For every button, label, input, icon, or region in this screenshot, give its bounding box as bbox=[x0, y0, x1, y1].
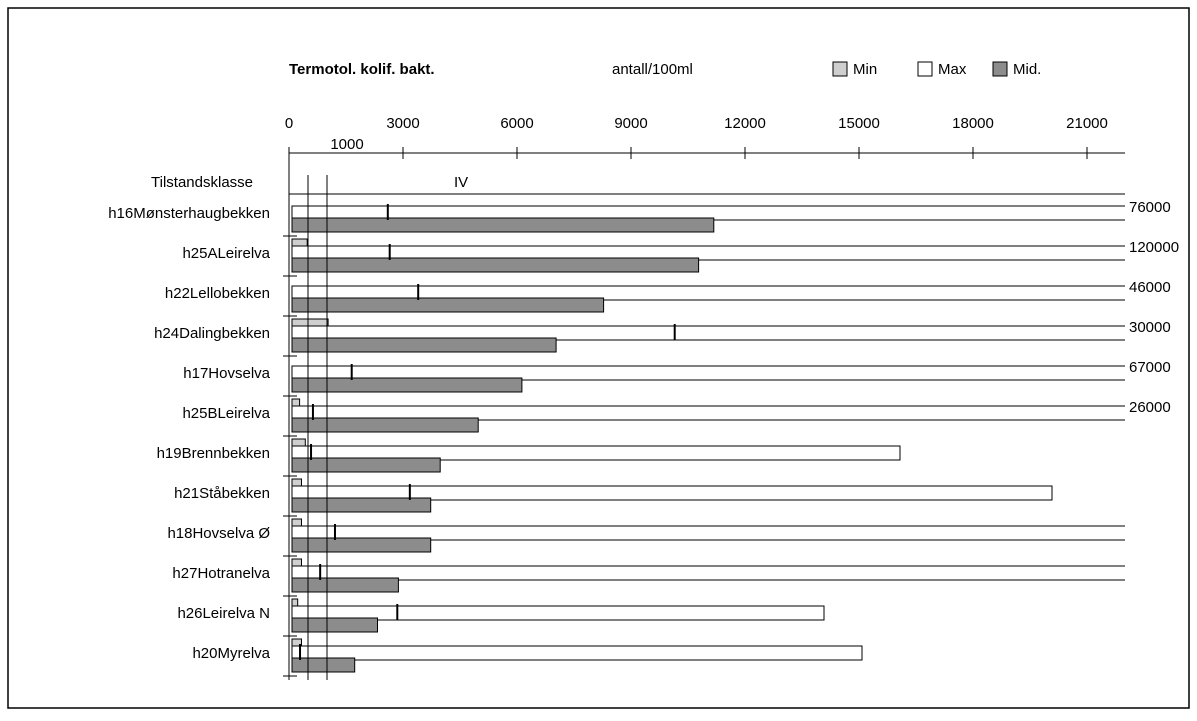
value-label: 30000 bbox=[1129, 319, 1171, 336]
chart-subtitle: antall/100ml bbox=[612, 61, 693, 78]
bar bbox=[291, 405, 1125, 421]
x-minor-tick-label: 1000 bbox=[330, 136, 363, 153]
bar bbox=[291, 645, 863, 661]
legend-swatch bbox=[917, 61, 933, 77]
value-label: 67000 bbox=[1129, 359, 1171, 376]
y-tick-label: h20Myrelva bbox=[192, 645, 270, 662]
x-tick-label: 9000 bbox=[614, 115, 647, 132]
bar bbox=[291, 337, 557, 353]
bar bbox=[291, 577, 399, 593]
bar bbox=[291, 537, 432, 553]
bar bbox=[291, 485, 1053, 501]
bar bbox=[291, 657, 356, 673]
y-tick-label: h26Leirelva N bbox=[177, 605, 270, 622]
bar bbox=[291, 217, 715, 233]
chart-title: Termotol. kolif. bakt. bbox=[289, 61, 435, 78]
bar bbox=[291, 565, 1125, 581]
bar bbox=[291, 457, 441, 473]
x-tick-label: 15000 bbox=[838, 115, 880, 132]
y-tick-label: h17Hovselva bbox=[183, 365, 270, 382]
x-tick-label: 21000 bbox=[1066, 115, 1108, 132]
y-tick-label: h22Lellobekken bbox=[165, 285, 270, 302]
row-title: Tilstandsklasse bbox=[151, 174, 253, 191]
plot-area bbox=[291, 204, 1125, 673]
x-tick-label: 6000 bbox=[500, 115, 533, 132]
bar bbox=[291, 205, 1125, 221]
bar bbox=[291, 257, 700, 273]
x-tick-label: 12000 bbox=[724, 115, 766, 132]
y-tick-label: h27Hotranelva bbox=[172, 565, 270, 582]
legend-swatch bbox=[992, 61, 1008, 77]
value-label: 46000 bbox=[1129, 279, 1171, 296]
y-tick-label: h25BLeirelva bbox=[182, 405, 270, 422]
y-tick-label: h16Mønsterhaugbekken bbox=[108, 205, 270, 222]
bar bbox=[291, 497, 432, 513]
bar bbox=[291, 325, 1125, 341]
bar bbox=[291, 377, 523, 393]
frame bbox=[7, 7, 1190, 709]
bar bbox=[291, 445, 901, 461]
bar bbox=[291, 617, 378, 633]
legend-label: Max bbox=[938, 61, 967, 78]
y-tick-label: h18Hovselva Ø bbox=[167, 525, 270, 542]
legend-label: Mid. bbox=[1013, 61, 1041, 78]
y-tick-label: h25ALeirelva bbox=[182, 245, 270, 262]
bar bbox=[291, 417, 479, 433]
value-label: 26000 bbox=[1129, 399, 1171, 416]
y-tick-label: h21Ståbekken bbox=[174, 485, 270, 502]
x-tick-label: 3000 bbox=[386, 115, 419, 132]
y-tick-label: h19Brennbekken bbox=[157, 445, 270, 462]
x-tick-label: 0 bbox=[285, 115, 293, 132]
bar bbox=[291, 245, 1125, 261]
legend-label: Min bbox=[853, 61, 877, 78]
bar bbox=[291, 297, 605, 313]
value-label: 76000 bbox=[1129, 199, 1171, 216]
y-tick-label: h24Dalingbekken bbox=[154, 325, 270, 342]
x-tick-label: 18000 bbox=[952, 115, 994, 132]
bar bbox=[291, 605, 825, 621]
value-label: 120000 bbox=[1129, 239, 1179, 256]
bar bbox=[291, 525, 1125, 541]
class-label: IV bbox=[454, 174, 468, 191]
legend-swatch bbox=[832, 61, 848, 77]
bar bbox=[291, 285, 1125, 301]
bar bbox=[291, 365, 1125, 381]
